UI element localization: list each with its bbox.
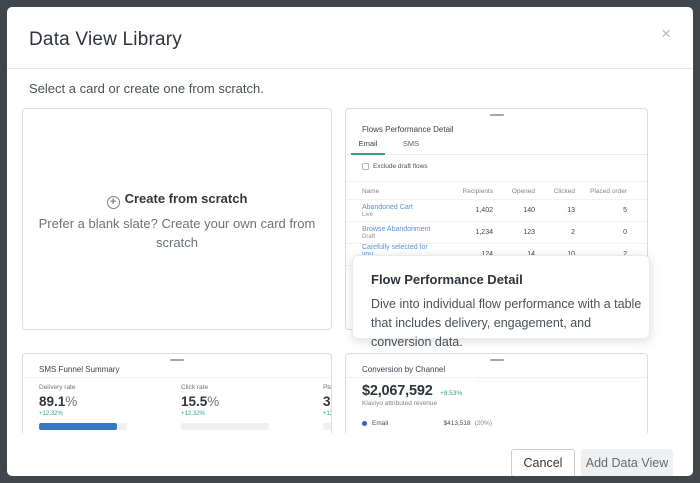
- col-recipients: Recipients: [462, 187, 493, 195]
- legend-value: $413,518: [443, 420, 471, 427]
- table-divider: [346, 181, 647, 182]
- metric-value: 3.3%: [323, 394, 331, 409]
- page-title: Data View Library: [29, 29, 183, 50]
- metric-bar: [323, 423, 331, 430]
- flow-name-cell: Abandoned Cart Live: [362, 204, 439, 218]
- exclude-draft-label: Exclude draft flows: [373, 163, 428, 170]
- create-from-scratch-card[interactable]: + Create from scratch Prefer a blank slat…: [22, 108, 332, 330]
- cell-placed: 2: [575, 251, 627, 258]
- create-card-description: Prefer a blank slate? Create your own ca…: [38, 216, 316, 250]
- header-divider: [7, 68, 693, 69]
- tooltip-description: Dive into individual flow performance wi…: [371, 297, 642, 349]
- tab-sms[interactable]: SMS: [402, 139, 420, 148]
- col-opened: Opened: [511, 187, 535, 195]
- card-library-body: + Create from scratch Prefer a blank slat…: [7, 101, 693, 433]
- flow-status: Live: [362, 211, 374, 218]
- metric-delta: +12.32%: [323, 411, 331, 417]
- metric-label: Placed order rate: [323, 384, 332, 391]
- tab-email[interactable]: Email: [351, 139, 385, 155]
- flow-name-link[interactable]: Carefully selected for you: [362, 244, 428, 258]
- card-description-tooltip: Flow Performance Detail Dive into indivi…: [352, 255, 650, 349]
- create-card-title-row: + Create from scratch: [23, 191, 331, 209]
- cell-placed: 5: [623, 207, 627, 214]
- col-name: Name: [362, 187, 380, 195]
- cell-opened: 14: [493, 251, 535, 258]
- col-clicked: Clicked: [553, 187, 575, 195]
- cell-recipients: 1,234: [475, 229, 493, 236]
- metric-label: Click rate: [181, 384, 209, 391]
- metric-delivery-rate: Delivery rate 89.1% +12.32%: [39, 384, 169, 430]
- conversion-value-row: $2,067,592 +8.53%: [362, 382, 462, 400]
- data-view-library-modal: Data View Library × Select a card or cre…: [7, 7, 693, 476]
- email-legend-dot-icon: [362, 421, 367, 426]
- flow-name-cell: Browse Abandonment Draft: [362, 226, 439, 240]
- cell-recipients: 1,402: [475, 207, 493, 214]
- col-placed-order: Placed order: [590, 187, 627, 195]
- plus-circle-icon: +: [106, 196, 120, 209]
- conversion-subtitle: Klaviyo attributed revenue: [362, 400, 438, 407]
- conversion-bar-chart: [476, 379, 639, 433]
- table-header-row: Name Recipients Opened Clicked Placed or…: [346, 185, 647, 197]
- exclude-draft-checkbox[interactable]: [362, 163, 369, 170]
- conversion-by-channel-card[interactable]: Conversion by Channel $2,067,592 +8.53% …: [345, 353, 648, 433]
- add-data-view-button[interactable]: Add Data View: [581, 449, 673, 476]
- chart-legend: Email $413,518 (20%): [362, 420, 492, 427]
- cell-clicked: 10: [535, 251, 575, 258]
- exclude-draft-row: Exclude draft flows: [362, 163, 428, 170]
- cancel-button[interactable]: Cancel: [511, 449, 575, 476]
- metric-bar: [181, 423, 269, 430]
- cell-recipients: 124: [439, 251, 493, 258]
- sms-card-title: SMS Funnel Summary: [39, 365, 120, 374]
- metric-value: 89.1%: [39, 394, 78, 409]
- card-drag-handle-icon: [170, 359, 184, 361]
- metric-click-rate: Click rate 15.5% +12.32%: [181, 384, 311, 430]
- legend-share: (20%): [474, 420, 492, 427]
- close-icon[interactable]: ×: [661, 24, 671, 43]
- cell-clicked: 13: [567, 207, 575, 214]
- card-divider: [346, 377, 647, 378]
- metric-placed-order-rate: Placed order rate 3.3% +12.32%: [323, 384, 332, 430]
- card-drag-handle-icon: [489, 114, 504, 116]
- flow-name-link[interactable]: Abandoned Cart: [362, 203, 413, 211]
- metric-bar-fill: [39, 423, 118, 430]
- card-divider: [23, 377, 331, 378]
- cell-opened: 140: [523, 207, 535, 214]
- metric-label: Delivery rate: [39, 384, 76, 391]
- sms-funnel-summary-card[interactable]: SMS Funnel Summary Delivery rate 89.1% +…: [22, 353, 332, 433]
- metric-delta: +12.32%: [181, 411, 205, 417]
- conversion-chart-area: [474, 379, 639, 433]
- flow-status: Draft: [362, 233, 376, 240]
- metric-bar: [39, 423, 127, 430]
- card-drag-handle-icon: [489, 359, 504, 361]
- conversion-delta: +8.53%: [440, 390, 463, 397]
- conversion-value: $2,067,592: [362, 383, 433, 399]
- chart-gridline: [474, 381, 639, 382]
- cell-placed: 0: [623, 229, 627, 236]
- flow-name-link[interactable]: Browse Abandonment: [362, 225, 431, 233]
- legend-label: Email: [372, 420, 389, 427]
- metric-value: 15.5%: [181, 394, 220, 409]
- modal-subtitle: Select a card or create one from scratch…: [29, 81, 264, 96]
- create-card-content: + Create from scratch Prefer a blank slat…: [23, 191, 331, 253]
- table-row: Browse Abandonment Draft 1,234 123 2 0: [346, 221, 647, 243]
- flows-tabs: Email SMS: [346, 139, 647, 155]
- cell-clicked: 2: [571, 229, 575, 236]
- create-card-title: Create from scratch: [124, 191, 248, 206]
- cell-opened: 123: [523, 229, 535, 236]
- metric-delta: +12.32%: [39, 411, 63, 417]
- table-row: Abandoned Cart Live 1,402 140 13 5: [346, 199, 647, 221]
- tooltip-title: Flow Performance Detail: [371, 272, 523, 287]
- conversion-card-title: Conversion by Channel: [362, 365, 446, 374]
- flows-card-title: Flows Performance Detail: [362, 125, 454, 134]
